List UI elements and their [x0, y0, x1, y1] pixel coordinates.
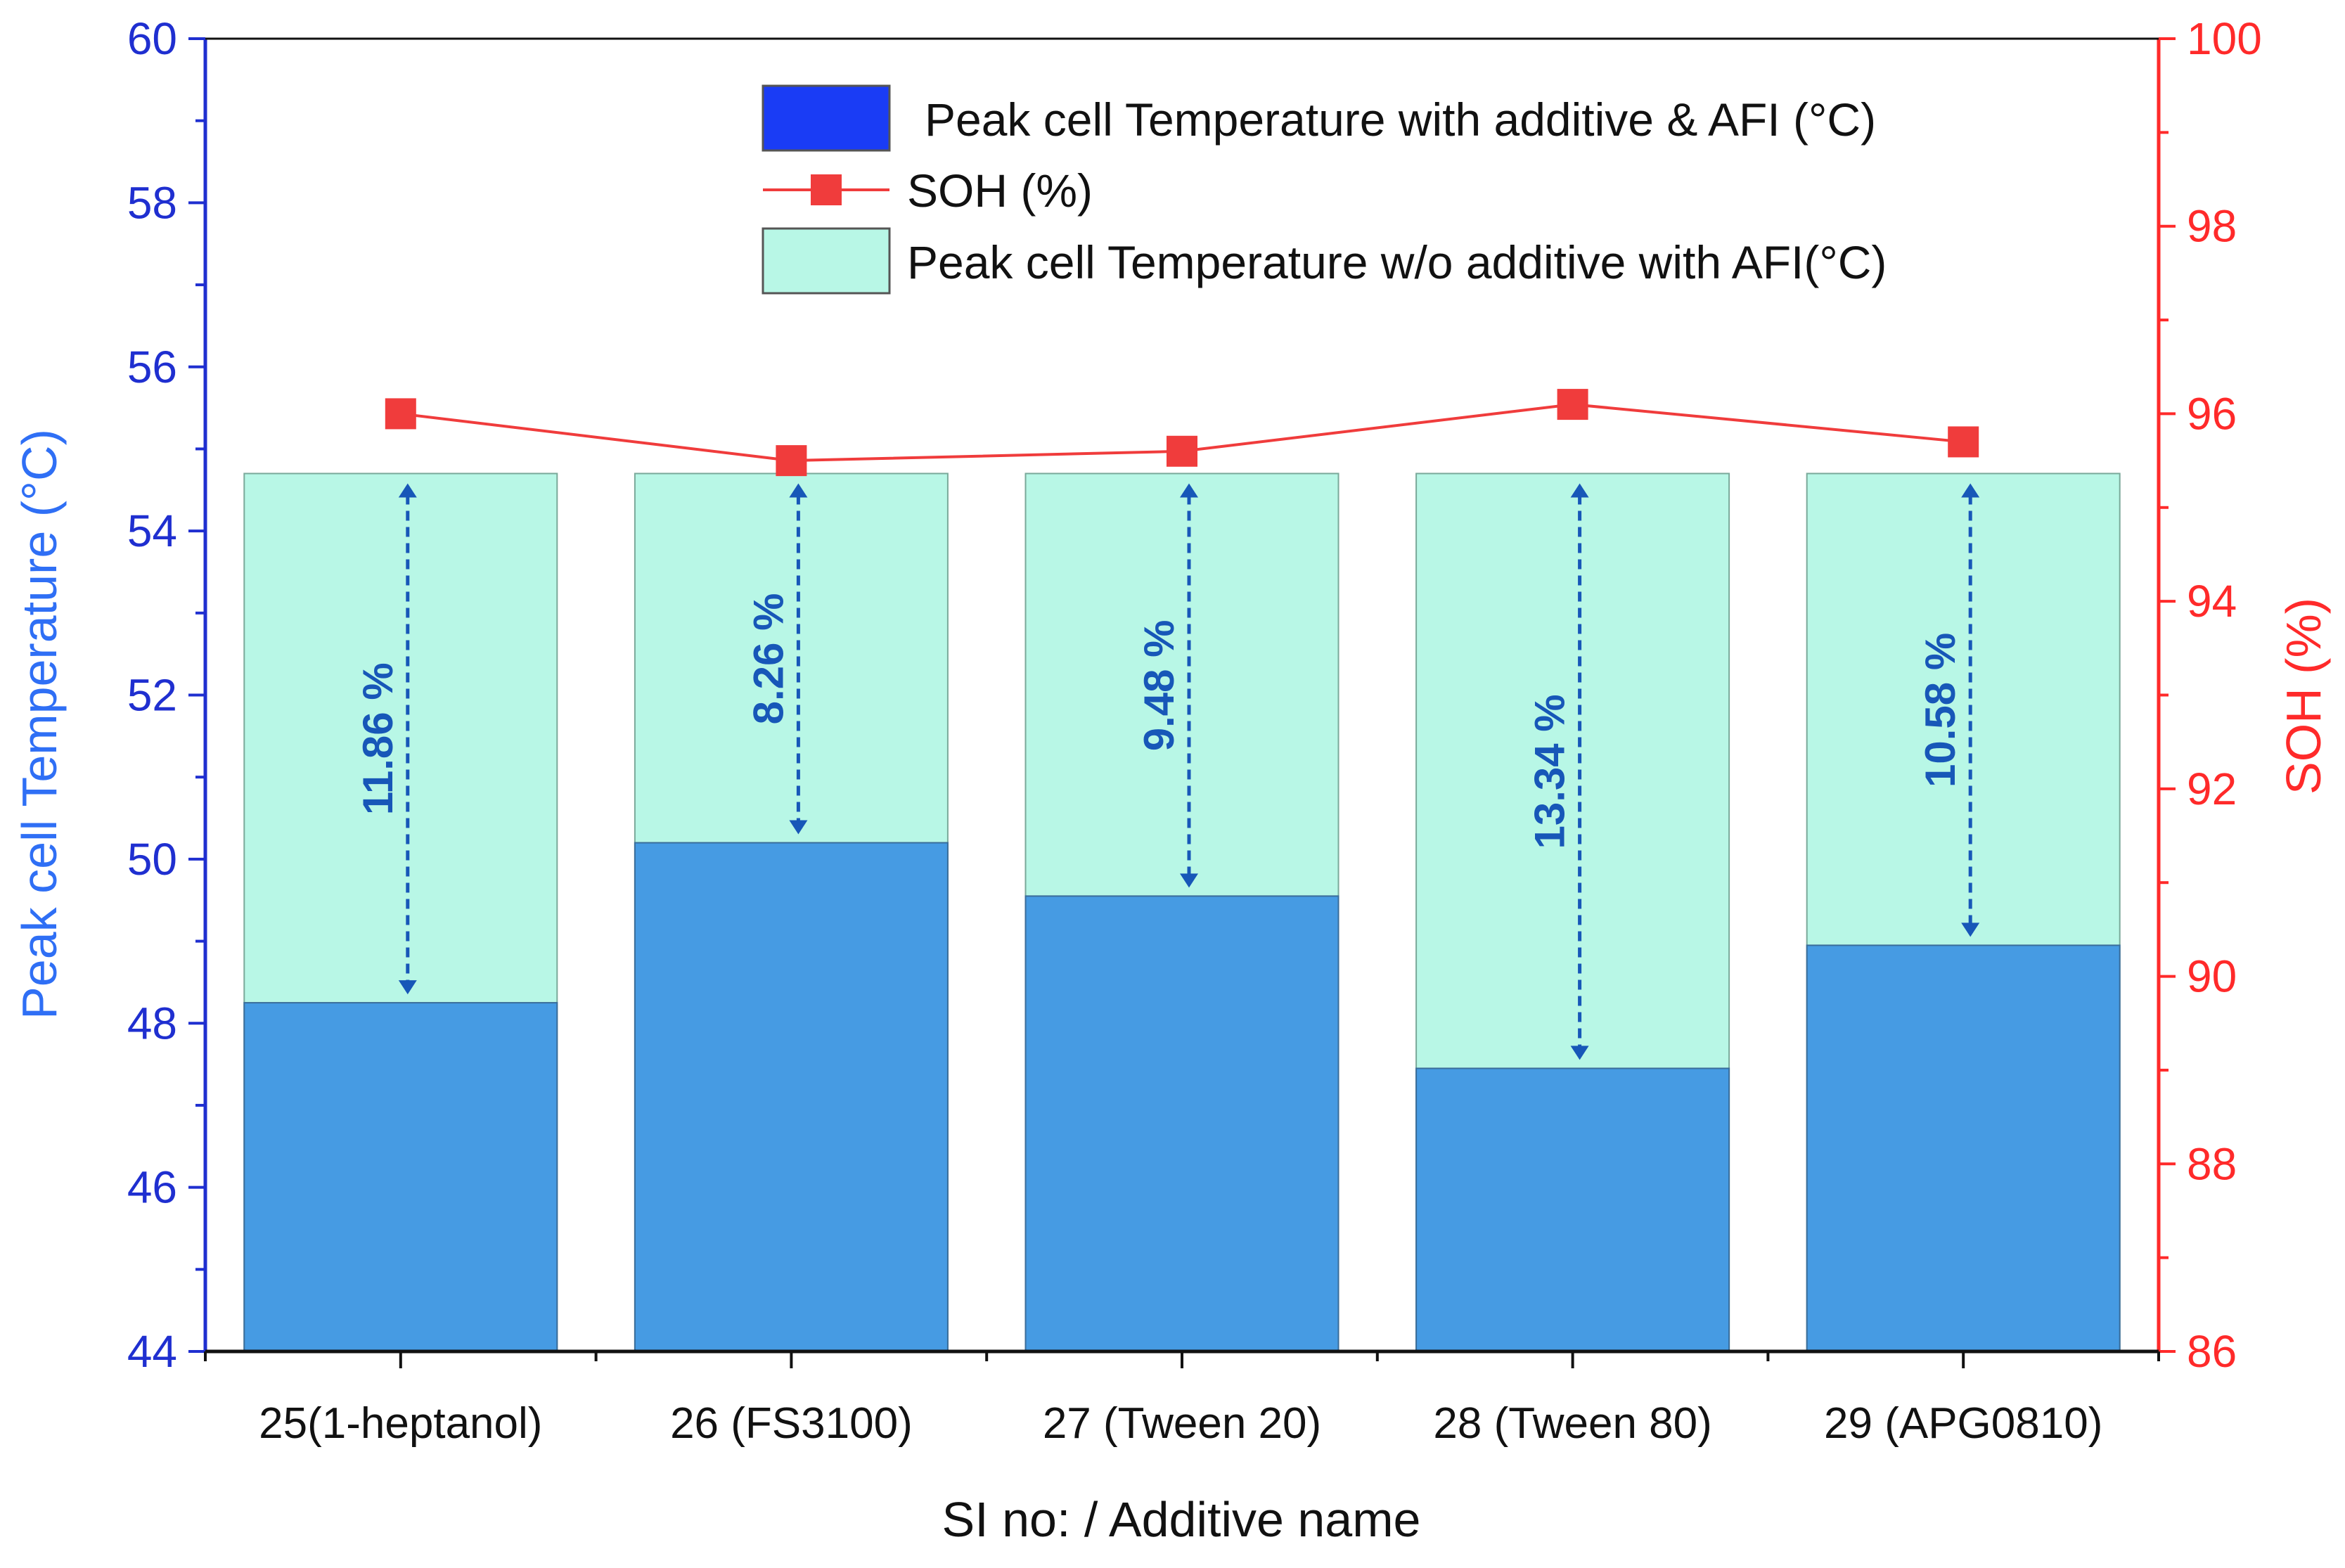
soh-marker [776, 445, 807, 477]
x-tick-label: 27 (Tween 20) [1043, 1399, 1321, 1448]
arrow-head-up [398, 483, 417, 498]
reduction-percent-label: 9.48 % [1136, 620, 1183, 752]
soh-line-series [385, 389, 1979, 477]
reduction-percent-label: 8.26 % [745, 593, 792, 725]
reduction-percent-label: 13.34 % [1527, 694, 1574, 849]
soh-marker [1948, 426, 1979, 458]
x-tick-label: 28 (Tween 80) [1433, 1399, 1711, 1448]
y-tick-label-right: 92 [2187, 764, 2237, 814]
y-tick-label-right: 90 [2187, 951, 2237, 1002]
arrow-head-down [789, 820, 808, 835]
y-tick-label-left: 50 [127, 834, 177, 885]
y-tick-label-left: 48 [127, 998, 177, 1048]
y-tick-label-right: 88 [2187, 1138, 2237, 1189]
y-tick-label-left: 44 [127, 1326, 177, 1377]
y-axis-title-right: SOH (%) [2276, 598, 2331, 795]
soh-marker [1167, 435, 1197, 467]
arrow-head-down [398, 980, 417, 995]
arrow-head-down [1570, 1046, 1589, 1060]
x-axis-title: SI no: / Additive name [942, 1492, 1421, 1547]
y-tick-label-left: 60 [127, 13, 177, 64]
x-tick-label: 29 (APG0810) [1824, 1399, 2102, 1448]
legend-swatch-without-additive [762, 227, 891, 295]
arrow-head-up [1961, 483, 1980, 498]
reduction-percent-label: 11.86 % [354, 662, 401, 815]
x-tick-label: 25(1-heptanol) [259, 1399, 542, 1448]
legend-label-with-additive: Peak cell Temperature with additive & AF… [925, 94, 1876, 146]
reduction-annotations: 11.86 % 8.26 % 9.48 % 13.34 % 10.58 % [354, 483, 1980, 1060]
legend-label-without-additive: Peak cell Temperature w/o additive with … [907, 236, 1887, 288]
bar-with-additive [1024, 895, 1339, 1352]
arrow-head-down [1180, 873, 1198, 888]
soh-marker [1557, 389, 1588, 420]
axes [188, 37, 2176, 1368]
arrow-head-down [1961, 923, 1980, 937]
y-tick-label-right: 100 [2187, 13, 2262, 64]
y-tick-label-left: 54 [127, 506, 177, 556]
legend-marker-soh [811, 174, 842, 205]
bar-with-additive [1415, 1067, 1730, 1352]
bar-with-additive [1806, 944, 2121, 1352]
legend-label-soh: SOH (%) [907, 165, 1093, 217]
bar-with-additive [634, 842, 949, 1352]
arrow-head-up [789, 483, 808, 498]
y-tick-label-left: 56 [127, 342, 177, 392]
legend-swatch-with-additive [762, 84, 891, 152]
y-tick-label-left: 46 [127, 1162, 177, 1213]
legend: Peak cell Temperature with additive & AF… [762, 84, 1887, 295]
y-axis-title-left: Peak cell Temperature (°C) [12, 429, 67, 1020]
reduction-percent-label: 10.58 % [1917, 633, 1964, 788]
bar-with-additive [243, 1002, 558, 1352]
bars-additive-series [243, 842, 2121, 1352]
y-tick-label-right: 94 [2187, 576, 2237, 626]
y-tick-label-right: 96 [2187, 388, 2237, 439]
y-tick-label-left: 58 [127, 177, 177, 228]
y-tick-label-left: 52 [127, 670, 177, 721]
arrow-head-up [1180, 483, 1198, 498]
arrow-head-up [1570, 483, 1589, 498]
y-tick-label-right: 86 [2187, 1326, 2237, 1377]
tick-labels: 44 46 48 50 52 54 56 58 60 86 88 90 92 94 96 98 100 25(1-… [127, 13, 2262, 1448]
soh-marker [385, 398, 416, 430]
x-tick-label: 26 (FS3100) [670, 1399, 913, 1448]
y-tick-label-right: 98 [2187, 201, 2237, 252]
